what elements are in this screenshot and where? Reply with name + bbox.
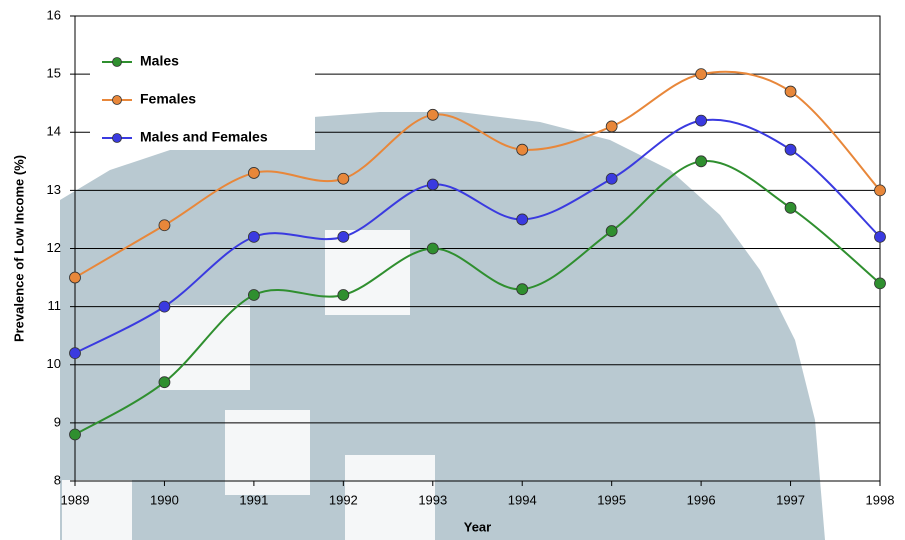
series-line bbox=[74, 118, 881, 355]
data-point bbox=[69, 271, 81, 284]
data-point bbox=[784, 85, 797, 98]
data-point bbox=[158, 219, 171, 232]
x-tick-label: 1994 bbox=[508, 492, 537, 507]
x-axis-title: Year bbox=[464, 519, 491, 534]
x-tick-label: 1989 bbox=[61, 492, 90, 507]
y-tick-label: 8 bbox=[54, 472, 61, 487]
y-tick-label: 13 bbox=[47, 182, 61, 197]
data-point bbox=[605, 120, 618, 133]
y-tick-label: 9 bbox=[54, 414, 61, 429]
data-point bbox=[516, 143, 529, 156]
data-point bbox=[426, 178, 439, 191]
data-point bbox=[158, 300, 171, 313]
x-tick-label: 1990 bbox=[150, 492, 179, 507]
legend-label: Females bbox=[140, 91, 196, 107]
y-tick-label: 14 bbox=[47, 124, 61, 139]
data-point bbox=[69, 428, 81, 441]
y-tick-label: 15 bbox=[47, 66, 61, 81]
y-tick-label: 12 bbox=[47, 240, 61, 255]
data-point bbox=[69, 347, 81, 360]
y-tick-label: 16 bbox=[47, 7, 61, 22]
x-tick-label: 1996 bbox=[687, 492, 716, 507]
data-point bbox=[247, 289, 260, 301]
x-tick-label: 1998 bbox=[866, 492, 895, 507]
legend-marker bbox=[112, 57, 122, 67]
data-point bbox=[337, 172, 350, 185]
data-point bbox=[158, 376, 171, 389]
x-tick-label: 1993 bbox=[418, 492, 447, 507]
data-point bbox=[695, 155, 708, 168]
y-axis-title: Prevalence of Low Income (%) bbox=[11, 155, 26, 342]
data-point bbox=[874, 277, 886, 290]
x-tick-label: 1992 bbox=[329, 492, 358, 507]
data-point bbox=[516, 283, 529, 296]
legend-label: Males and Females bbox=[140, 129, 268, 145]
series-line bbox=[74, 160, 881, 436]
data-point bbox=[516, 213, 529, 226]
y-tick-label: 10 bbox=[47, 356, 61, 371]
x-tick-label: 1997 bbox=[776, 492, 805, 507]
legend-marker bbox=[112, 95, 122, 105]
series-line bbox=[74, 70, 881, 279]
data-point bbox=[337, 289, 350, 301]
legend-marker bbox=[112, 133, 122, 143]
data-point bbox=[784, 143, 797, 156]
data-point bbox=[247, 167, 260, 179]
data-point bbox=[874, 230, 886, 243]
data-point bbox=[784, 201, 797, 214]
data-point bbox=[874, 184, 886, 197]
data-point bbox=[426, 108, 439, 121]
x-tick-label: 1995 bbox=[597, 492, 626, 507]
data-point bbox=[605, 172, 618, 185]
data-point bbox=[337, 230, 350, 243]
data-point bbox=[605, 225, 618, 237]
watermark bbox=[60, 112, 825, 540]
legend-label: Males bbox=[140, 53, 179, 69]
data-point bbox=[426, 242, 439, 255]
data-point bbox=[247, 230, 260, 243]
legend-background bbox=[90, 40, 315, 150]
y-tick-label: 11 bbox=[48, 298, 62, 313]
x-tick-label: 1991 bbox=[239, 492, 268, 507]
data-point bbox=[695, 68, 708, 81]
data-point bbox=[695, 114, 708, 127]
